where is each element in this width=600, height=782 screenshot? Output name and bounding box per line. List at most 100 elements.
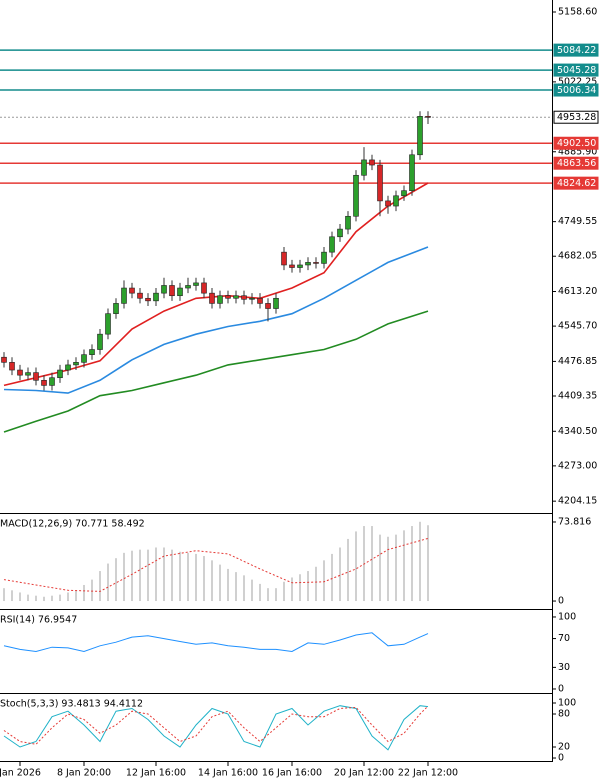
candle-body — [81, 354, 87, 363]
y-tick-label: 4476.85 — [558, 356, 597, 367]
panel-title: MACD(12,26,9) 70.771 58.492 — [0, 519, 145, 530]
x-tick-label: 8 Jan 20:00 — [57, 768, 111, 779]
candle-body — [137, 292, 143, 299]
y-tick-label: 5158.60 — [558, 6, 597, 17]
candle-body — [49, 377, 55, 386]
indicator-line — [3, 246, 429, 394]
candle-body — [361, 159, 367, 176]
y-tick-label: 20 — [558, 742, 570, 753]
y-tick-label: 4340.50 — [558, 426, 597, 437]
candle-body — [265, 303, 271, 309]
candle-body — [65, 364, 71, 371]
price-level-box — [553, 156, 599, 170]
candle-body — [129, 287, 135, 294]
y-tick-label: 70 — [558, 633, 570, 644]
candle-body — [425, 116, 431, 118]
price-level-box — [553, 43, 599, 57]
candle-body — [153, 292, 159, 302]
signal-line — [3, 705, 429, 745]
candle-body — [409, 154, 415, 191]
candle-body — [41, 379, 47, 386]
candle-body — [105, 313, 111, 335]
candle-body — [241, 295, 247, 300]
candle-body — [161, 285, 167, 294]
price-level-box — [553, 136, 599, 150]
candle-body — [1, 356, 7, 363]
candle-body — [393, 195, 399, 207]
candle-body — [385, 200, 391, 207]
price-level-box — [553, 83, 599, 97]
y-tick-label: 4273.00 — [558, 460, 597, 471]
y-tick-label: 0 — [558, 753, 564, 764]
y-tick-label: 0 — [558, 596, 564, 607]
y-tick-label: 80 — [558, 708, 570, 719]
indicator-line — [3, 632, 429, 653]
price-level-box — [553, 110, 599, 124]
candle-body — [233, 295, 239, 299]
x-tick-label: 14 Jan 16:00 — [198, 768, 258, 779]
y-tick-label: 4749.55 — [558, 216, 597, 227]
candle-body — [193, 282, 199, 286]
price-level-box — [553, 63, 599, 77]
candle-body — [121, 287, 127, 304]
y-tick-label: 0 — [558, 683, 564, 694]
y-tick-label: 100 — [558, 697, 576, 708]
candle-body — [249, 297, 255, 300]
price-level-label: 4902.50 — [557, 138, 596, 149]
candle-body — [33, 372, 39, 381]
y-tick-label: 4545.70 — [558, 321, 597, 332]
candle-body — [9, 362, 15, 371]
y-tick-label: 30 — [558, 662, 570, 673]
candle-body — [313, 262, 319, 264]
candle-body — [401, 190, 407, 197]
candle-body — [209, 292, 215, 304]
candle-body — [297, 264, 303, 268]
y-tick-label: 4409.35 — [558, 390, 597, 401]
x-tick-label: 16 Jan 16:00 — [262, 768, 322, 779]
candle-body — [169, 285, 175, 297]
candle-body — [97, 333, 103, 350]
candle-body — [89, 349, 95, 355]
price-level-label: 4863.56 — [557, 158, 596, 169]
y-tick-label: 4204.15 — [558, 496, 597, 507]
y-tick-label: 100 — [558, 611, 576, 622]
signal-line — [3, 537, 429, 592]
candle-body — [177, 287, 183, 297]
panel-title: Stoch(5,3,3) 93.4813 94.4112 — [0, 699, 143, 710]
y-tick-label: 73.816 — [558, 516, 591, 527]
price-level-label: 5006.34 — [557, 85, 596, 96]
indicator-line — [3, 705, 429, 751]
indicator-line — [3, 310, 429, 433]
candle-body — [289, 264, 295, 268]
candle-body — [273, 297, 279, 309]
candle-body — [57, 369, 63, 379]
price-level-label: 5045.28 — [557, 65, 596, 76]
candle-body — [369, 159, 375, 166]
candle-body — [257, 297, 263, 304]
candle-body — [377, 164, 383, 202]
candle-body — [345, 215, 351, 230]
y-tick-label: 4613.20 — [558, 286, 597, 297]
price-level-label: 4953.28 — [557, 112, 596, 123]
x-tick-label: 12 Jan 16:00 — [126, 768, 186, 779]
y-tick-label: 4885.90 — [558, 146, 597, 157]
candle-body — [73, 362, 79, 366]
candle-body — [281, 251, 287, 266]
candle-body — [201, 282, 207, 294]
y-tick-label: 4682.05 — [558, 251, 597, 262]
x-tick-label: 22 Jan 12:00 — [398, 768, 458, 779]
candle-body — [337, 228, 343, 238]
price-level-label: 4824.62 — [557, 178, 596, 189]
candle-body — [353, 174, 359, 217]
candle-body — [17, 369, 23, 376]
y-tick-label: 5022.25 — [558, 76, 597, 87]
candle-body — [185, 285, 191, 289]
panel-title: RSI(14) 76.9547 — [0, 615, 77, 626]
candle-body — [225, 295, 231, 299]
x-tick-label: 20 Jan 12:00 — [334, 768, 394, 779]
candle-body — [113, 303, 119, 314]
candle-body — [305, 262, 311, 266]
price-level-label: 5084.22 — [557, 45, 596, 56]
